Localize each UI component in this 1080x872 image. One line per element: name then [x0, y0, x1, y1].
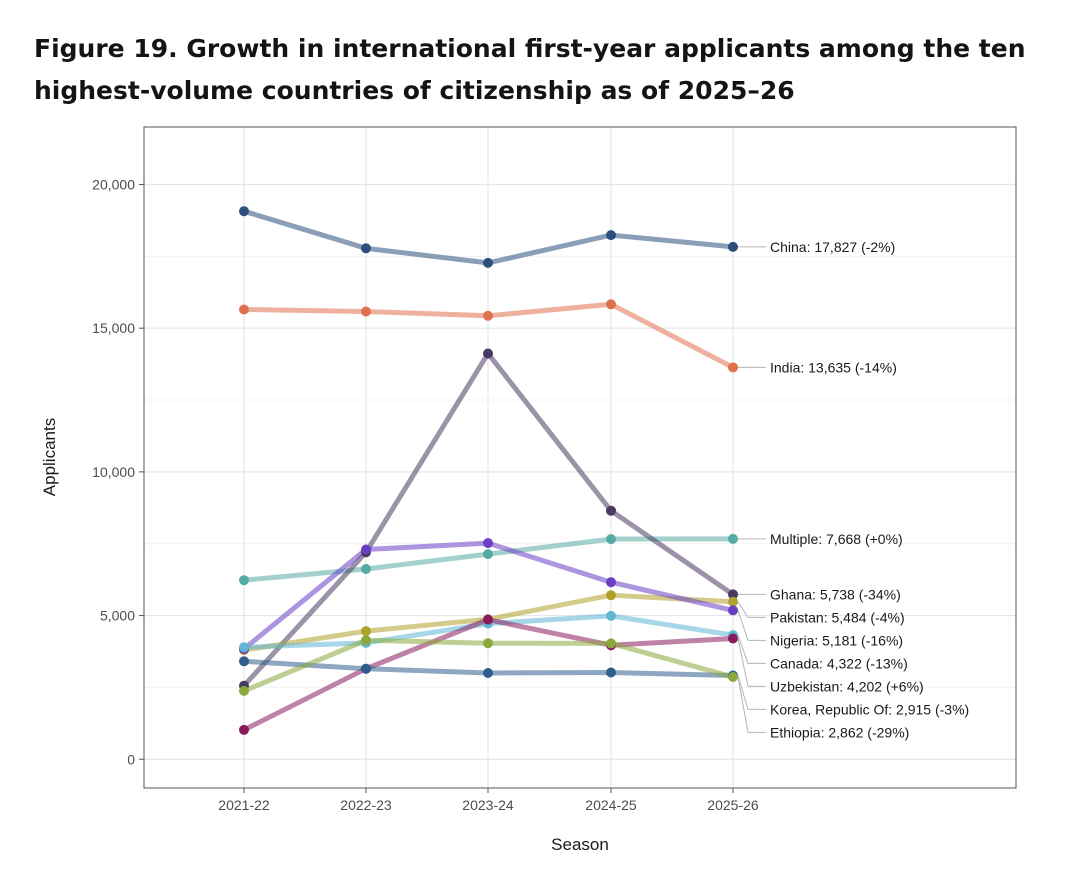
x-axis-ticks: 2021-22 2022-23 2023-24 2024-25 2025-26 [218, 788, 759, 813]
data-point-ethiopia [361, 635, 371, 646]
data-point-india [483, 310, 493, 321]
data-point-uzbekistan [239, 724, 249, 735]
x-tick-label: 2021-22 [218, 797, 270, 813]
data-point-multiple [728, 533, 738, 544]
data-point-nigeria [606, 577, 616, 588]
data-point-india [606, 299, 616, 310]
data-point-canada [239, 642, 249, 653]
end-label-canada: Canada: 4,322 (-13%) [770, 655, 908, 671]
data-point-uzbekistan [728, 633, 738, 644]
end-label-nigeria: Nigeria: 5,181 (-16%) [770, 632, 903, 648]
y-axis-label: Applicants [40, 418, 59, 496]
data-point-uzbekistan [483, 614, 493, 625]
data-point-pakistan [606, 590, 616, 601]
y-tick-label: 5,000 [100, 608, 135, 624]
end-label-pakistan: Pakistan: 5,484 (-4%) [770, 609, 905, 625]
y-tick-label: 0 [127, 751, 135, 767]
end-label-china: China: 17,827 (-2%) [770, 239, 895, 255]
leader-line-uzbekistan [737, 638, 766, 687]
end-label-uzbekistan: Uzbekistan: 4,202 (+6%) [770, 678, 924, 694]
leader-line-canada [737, 634, 766, 664]
data-point-nigeria [728, 605, 738, 616]
data-point-china [239, 206, 249, 217]
plot-frame [143, 126, 1017, 789]
y-tick-label: 10,000 [92, 464, 135, 480]
data-point-ethiopia [606, 638, 616, 649]
data-point-korea-republic-of [483, 668, 493, 678]
leader-line-ethiopia [737, 676, 766, 733]
data-point-india [361, 306, 371, 317]
data-point-nigeria [361, 544, 371, 555]
data-point-india [728, 362, 738, 373]
data-point-china [483, 257, 493, 268]
data-point-korea-republic-of [239, 656, 249, 667]
x-tick-label: 2022-23 [340, 797, 392, 813]
y-tick-label: 15,000 [92, 320, 135, 336]
data-point-ethiopia [483, 638, 493, 649]
end-labels: China: 17,827 (-2%) India: 13,635 (-14%) M… [737, 239, 969, 740]
data-point-ghana [728, 589, 738, 600]
x-tick-label: 2024-25 [585, 797, 637, 813]
x-tick-label: 2023-24 [462, 797, 514, 813]
data-point-ethiopia [239, 685, 249, 696]
end-label-ghana: Ghana: 5,738 (-34%) [770, 586, 901, 602]
data-point-korea-republic-of [361, 663, 371, 674]
data-point-canada [606, 610, 616, 621]
data-point-china [361, 243, 371, 254]
end-label-ethiopia: Ethiopia: 2,862 (-29%) [770, 724, 909, 740]
leader-line-korea-republic-of [737, 675, 766, 710]
data-point-multiple [239, 575, 249, 586]
data-point-ghana [606, 505, 616, 516]
data-point-ghana [483, 348, 493, 359]
y-tick-label: 20,000 [92, 176, 135, 192]
data-point-korea-republic-of [606, 667, 616, 678]
chart-title: Figure 19. Growth in international first… [34, 34, 1026, 105]
data-point-ethiopia [728, 672, 738, 682]
data-point-china [606, 230, 616, 241]
end-label-multiple: Multiple: 7,668 (+0%) [770, 531, 903, 547]
end-label-india: India: 13,635 (-14%) [770, 359, 897, 375]
y-axis-ticks: 0 5,000 10,000 15,000 20,000 [92, 176, 144, 767]
leader-line-nigeria [737, 610, 766, 641]
data-point-multiple [606, 534, 616, 545]
series-points [239, 206, 738, 735]
data-point-pakistan [361, 626, 371, 637]
x-axis-label: Season [551, 835, 609, 854]
data-point-india [239, 304, 249, 315]
data-point-pakistan [728, 596, 738, 607]
data-point-multiple [483, 549, 493, 560]
end-label-korea-republic-of: Korea, Republic Of: 2,915 (-3%) [770, 701, 969, 717]
data-point-multiple [361, 564, 371, 574]
leader-line-pakistan [737, 601, 766, 618]
data-point-nigeria [483, 538, 493, 549]
data-point-china [728, 241, 738, 252]
x-tick-label: 2025-26 [707, 797, 759, 813]
